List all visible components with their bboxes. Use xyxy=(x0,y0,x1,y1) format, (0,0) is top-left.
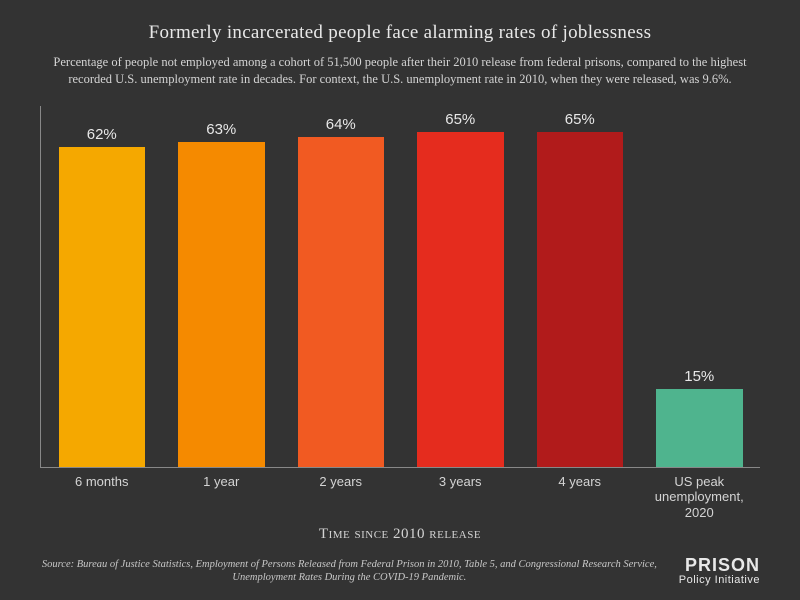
bar-slot: 63% xyxy=(169,106,275,467)
bar-slot: 64% xyxy=(288,106,394,467)
category-label: 2 years xyxy=(288,474,394,521)
bar-slot: 15% xyxy=(647,106,753,467)
footer: Source: Bureau of Justice Statistics, Em… xyxy=(40,557,760,585)
chart-area: 62% 63% 64% 65% 65% 15% 6 months 1 year 2 years… xyxy=(40,106,760,544)
category-label: 4 years xyxy=(527,474,633,521)
bar xyxy=(656,389,743,466)
bar xyxy=(59,147,146,467)
source-text: Source: Bureau of Justice Statistics, Em… xyxy=(40,558,659,585)
bar-slot: 62% xyxy=(49,106,155,467)
bar-value-label: 15% xyxy=(684,368,714,385)
category-labels-row: 6 months 1 year 2 years 3 years 4 years US pe… xyxy=(41,468,760,521)
category-label: 3 years xyxy=(408,474,514,521)
logo-top: PRISON xyxy=(679,557,760,574)
category-label: 1 year xyxy=(169,474,275,521)
bar-slot: 65% xyxy=(527,106,633,467)
logo: PRISON Policy Initiative xyxy=(679,557,760,585)
bar-value-label: 65% xyxy=(445,111,475,128)
bars-row: 62% 63% 64% 65% 65% 15% xyxy=(40,106,760,468)
bar xyxy=(417,132,504,467)
bar-slot: 65% xyxy=(408,106,514,467)
chart-subtitle: Percentage of people not employed among … xyxy=(40,54,760,88)
bar xyxy=(178,142,265,467)
bar-value-label: 65% xyxy=(565,111,595,128)
bar-value-label: 63% xyxy=(206,121,236,138)
bar-value-label: 64% xyxy=(326,116,356,133)
chart-title: Formerly incarcerated people face alarmi… xyxy=(40,22,760,44)
bar xyxy=(298,137,385,467)
logo-bottom: Policy Initiative xyxy=(679,575,760,585)
x-axis-title: Time since 2010 release xyxy=(40,526,760,543)
category-label: US peak unemployment, 2020 xyxy=(647,474,753,521)
bar-value-label: 62% xyxy=(87,126,117,143)
category-label: 6 months xyxy=(49,474,155,521)
chart-container: Formerly incarcerated people face alarmi… xyxy=(0,0,800,600)
bar xyxy=(537,132,624,467)
